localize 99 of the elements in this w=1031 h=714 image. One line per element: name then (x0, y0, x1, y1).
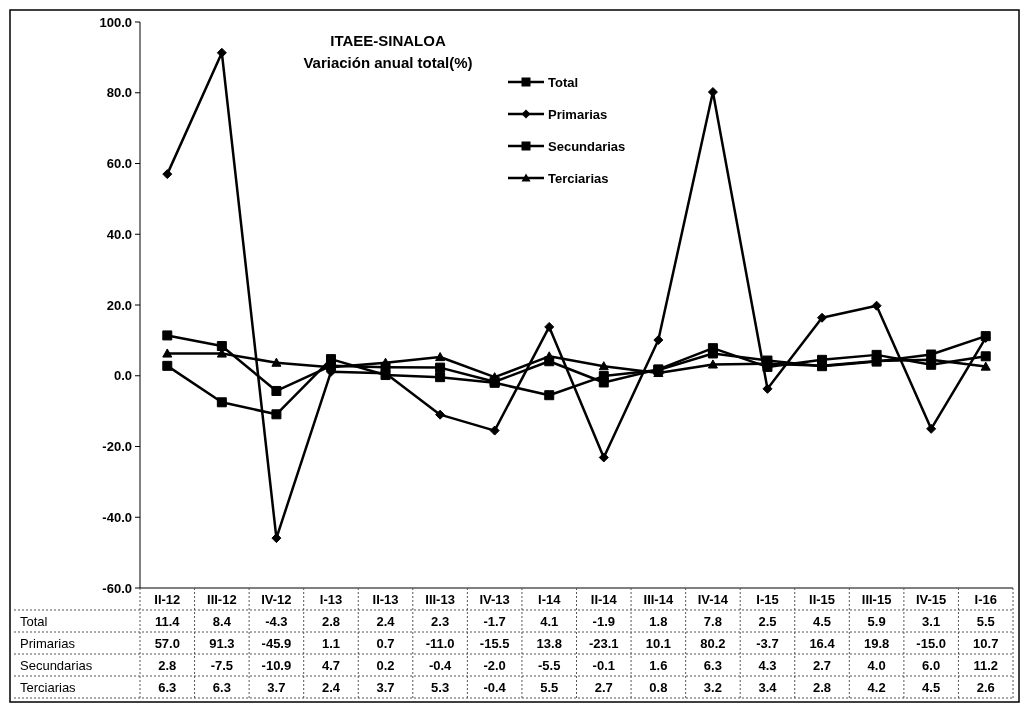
data-label: -1.7 (483, 613, 506, 629)
data-label: 4.2 (867, 679, 886, 695)
y-tick-label: 60.0 (106, 156, 132, 172)
data-label: 2.3 (431, 613, 450, 629)
x-tick-label: IV-15 (915, 591, 947, 607)
data-label: 2.4 (321, 679, 341, 695)
y-tick-label: 100.0 (99, 14, 132, 30)
data-label: 13.8 (536, 635, 562, 651)
text: Primarias (20, 635, 75, 651)
data-label: 4.5 (922, 679, 941, 695)
data-label: 16.4 (809, 635, 836, 651)
y-tick-label: 40.0 (106, 226, 132, 242)
data-label: 2.6 (976, 679, 995, 695)
data-label: 0.7 (376, 635, 395, 651)
data-label: 4.5 (812, 613, 832, 629)
data-label: 3.2 (703, 679, 722, 695)
data-label: 2.8 (812, 679, 832, 695)
text: Total (20, 613, 48, 629)
x-tick-label: IV-14 (697, 591, 729, 607)
y-tick-label: 80.0 (106, 85, 132, 101)
data-label: 6.3 (212, 679, 231, 695)
x-tick-label: IV-13 (479, 591, 510, 607)
data-label: 5.3 (431, 679, 450, 695)
data-label: 11.4 (154, 613, 181, 629)
data-label: 0.8 (649, 679, 668, 695)
data-label: 3.7 (376, 679, 395, 695)
data-label: 10.7 (973, 635, 999, 651)
data-label: 0.2 (376, 657, 395, 673)
data-label: -3.7 (756, 635, 779, 651)
x-tick-label: III-13 (425, 591, 455, 607)
x-tick-label: I-15 (756, 591, 779, 607)
data-label: 10.1 (645, 635, 671, 651)
data-label: 2.8 (158, 657, 177, 673)
data-label: 2.7 (594, 679, 613, 695)
data-label: 1.1 (321, 635, 341, 651)
y-tick-label: -20.0 (102, 439, 132, 455)
data-label: 91.3 (209, 635, 235, 651)
data-label: 5.9 (867, 613, 886, 629)
data-label: 3.4 (758, 679, 778, 695)
y-tick-label: 0.0 (113, 368, 132, 384)
legend-label: Terciarias (548, 170, 609, 186)
data-label: -7.5 (210, 657, 234, 673)
data-label: 4.3 (758, 657, 777, 673)
data-label: -1.9 (592, 613, 615, 629)
text: Terciarias (20, 679, 76, 695)
data-label: 6.3 (703, 657, 722, 673)
data-label: -0.4 (428, 657, 453, 673)
data-label: -0.4 (483, 679, 507, 695)
data-label: 80.2 (700, 635, 726, 651)
data-label: 3.1 (922, 613, 941, 629)
data-label: 19.8 (863, 635, 890, 651)
data-label: 11.2 (973, 657, 999, 673)
data-label: -15.0 (916, 635, 946, 651)
text: ITAEE-SINALOA (330, 32, 446, 49)
data-label: -10.9 (261, 657, 292, 673)
data-label: 6.0 (922, 657, 941, 673)
x-tick-label: III-12 (207, 591, 237, 607)
data-label: -11.0 (425, 635, 455, 651)
legend-label: Secundarias (548, 138, 626, 154)
data-label: -5.5 (538, 657, 561, 673)
text: Variación anual total(%) (303, 54, 473, 71)
legend-label: Total (548, 74, 579, 90)
data-label: 4.0 (867, 657, 886, 673)
data-label: 5.5 (540, 679, 559, 695)
data-label: -2.0 (483, 657, 506, 673)
data-label: 3.7 (267, 679, 286, 695)
x-tick-label: II-12 (154, 591, 181, 607)
data-label: -45.9 (261, 635, 292, 651)
x-tick-label: IV-12 (261, 591, 292, 607)
x-tick-label: II-15 (809, 591, 836, 607)
data-label: 4.1 (540, 613, 559, 629)
y-tick-label: -60.0 (102, 580, 132, 596)
y-tick-label: 20.0 (106, 297, 132, 313)
data-label: 1.6 (649, 657, 668, 673)
data-label: 6.3 (158, 679, 177, 695)
x-tick-label: III-14 (643, 591, 674, 607)
data-label: -4.3 (265, 613, 288, 629)
text: Secundarias (20, 657, 93, 673)
x-tick-label: II-14 (590, 591, 618, 607)
data-label: 2.7 (812, 657, 832, 673)
legend-label: Primarias (548, 106, 608, 122)
data-label: 7.8 (703, 613, 722, 629)
data-label: 2.8 (321, 613, 341, 629)
data-label: -15.5 (479, 635, 510, 651)
data-label: 5.5 (976, 613, 995, 629)
data-label: 8.4 (212, 613, 232, 629)
data-label: -0.1 (592, 657, 615, 673)
x-tick-label: I-13 (319, 591, 343, 607)
data-label: 2.4 (376, 613, 396, 629)
x-tick-label: III-15 (861, 591, 892, 607)
x-tick-label: I-16 (974, 591, 997, 607)
y-tick-label: -40.0 (102, 509, 132, 525)
x-tick-label: I-14 (538, 591, 562, 607)
data-label: -23.1 (588, 635, 619, 651)
data-label: 57.0 (154, 635, 180, 651)
data-label: 4.7 (321, 657, 341, 673)
x-tick-label: II-13 (372, 591, 399, 607)
data-label: 1.8 (649, 613, 668, 629)
data-label: 2.5 (758, 613, 777, 629)
